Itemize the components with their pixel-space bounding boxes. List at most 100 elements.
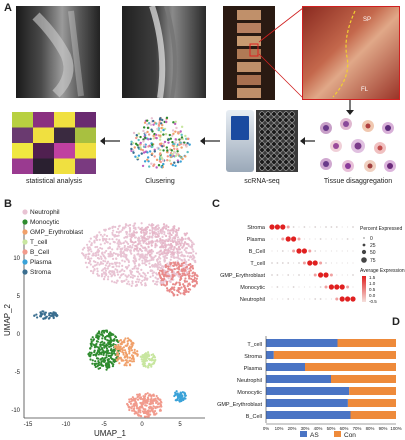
umap-point [149, 401, 152, 404]
cluster-point [144, 132, 147, 135]
dot-plot-dot [282, 286, 284, 288]
umap-point [33, 314, 36, 317]
dot-plot-dot [319, 238, 322, 240]
cluster-point [186, 150, 189, 154]
umap-point [180, 236, 184, 239]
umap-point [118, 270, 121, 273]
umap-point [128, 356, 132, 359]
caption-scrna-seq: scRNA-seq [244, 178, 280, 185]
umap-point [164, 240, 167, 243]
umap-point [89, 237, 92, 240]
umap-point [147, 415, 150, 418]
droplet [259, 147, 265, 153]
umap-point [171, 275, 175, 278]
dot-plot-dot [319, 298, 322, 300]
dot-plot-dot [298, 226, 300, 228]
cluster-point [161, 123, 164, 127]
cluster-point [152, 163, 156, 166]
cluster-point [155, 122, 158, 125]
umap-point [119, 274, 123, 277]
cluster-point [137, 138, 140, 142]
umap-point [154, 240, 157, 243]
umap-point [88, 246, 91, 249]
droplet [271, 129, 277, 135]
umap-xtick: -10 [62, 422, 71, 428]
umap-point [179, 397, 182, 400]
umap-point [184, 247, 187, 250]
droplet [289, 147, 295, 153]
cluster-point [174, 138, 177, 141]
bar-xtick: 100% [390, 426, 401, 431]
cluster-point [157, 123, 161, 126]
cluster-point [139, 146, 142, 149]
umap-point [107, 227, 111, 230]
umap-point [103, 267, 106, 270]
umap-point [154, 246, 157, 249]
droplet [289, 123, 295, 129]
umap-point [154, 242, 157, 246]
bar-segment-con [305, 363, 396, 371]
umap-point [133, 348, 136, 351]
umap-point [122, 255, 125, 258]
umap-point [180, 262, 184, 265]
umap-point [172, 231, 175, 234]
umap-point [154, 228, 157, 231]
umap-point [177, 227, 181, 230]
umap-point [106, 339, 109, 342]
dot-plot-dot [287, 286, 289, 288]
droplet [277, 129, 283, 135]
cluster-point [174, 164, 177, 168]
umap-point [114, 335, 117, 338]
umap-point [115, 257, 118, 261]
umap-point [109, 255, 112, 258]
bar-category-label: Stroma [244, 354, 263, 360]
droplet [283, 165, 289, 171]
panel-label-a: A [4, 2, 12, 14]
dot-plot-dot [269, 224, 275, 230]
umap-point [100, 343, 104, 346]
umap-point [178, 248, 181, 251]
umap-point [99, 341, 102, 344]
dot-plot-dot [298, 286, 300, 288]
cluster-point [178, 138, 181, 141]
bar-segment-as [266, 351, 274, 359]
umap-point [131, 396, 134, 399]
droplet [259, 117, 265, 123]
umap-point [174, 230, 178, 233]
umap-point [92, 339, 95, 342]
umap-ytick: -10 [11, 408, 20, 414]
clustering-scatter [122, 110, 198, 178]
cluster-point [171, 163, 175, 167]
umap-point [176, 236, 180, 239]
umap-point [161, 239, 164, 242]
bar-segment-as [266, 375, 331, 383]
umap-point [103, 242, 106, 245]
umap-point [93, 235, 96, 238]
cluster-point [162, 142, 165, 146]
cluster-point [141, 164, 145, 168]
umap-point [99, 243, 102, 246]
umap-ylabel: UMAP_2 [3, 303, 12, 336]
umap-point [88, 261, 91, 264]
cluster-point [150, 152, 154, 155]
umap-point [111, 238, 114, 241]
umap-point [161, 227, 164, 230]
umap-point [141, 236, 145, 239]
umap-point [122, 346, 125, 349]
umap-point [137, 249, 140, 253]
umap-point [92, 260, 96, 263]
droplet [259, 123, 265, 129]
umap-point [160, 245, 163, 248]
dot-plot-dot [303, 226, 306, 228]
umap-point [108, 271, 111, 274]
umap-point [115, 281, 118, 284]
umap-point [160, 283, 163, 286]
umap-point [158, 255, 161, 259]
zoom-connector-lines [258, 7, 304, 99]
umap-point [156, 400, 159, 403]
bar-segment-as [266, 339, 338, 347]
umap-point [147, 245, 150, 248]
dot-plot-dot [276, 274, 279, 276]
droplet [283, 123, 289, 129]
cluster-point [130, 147, 133, 151]
